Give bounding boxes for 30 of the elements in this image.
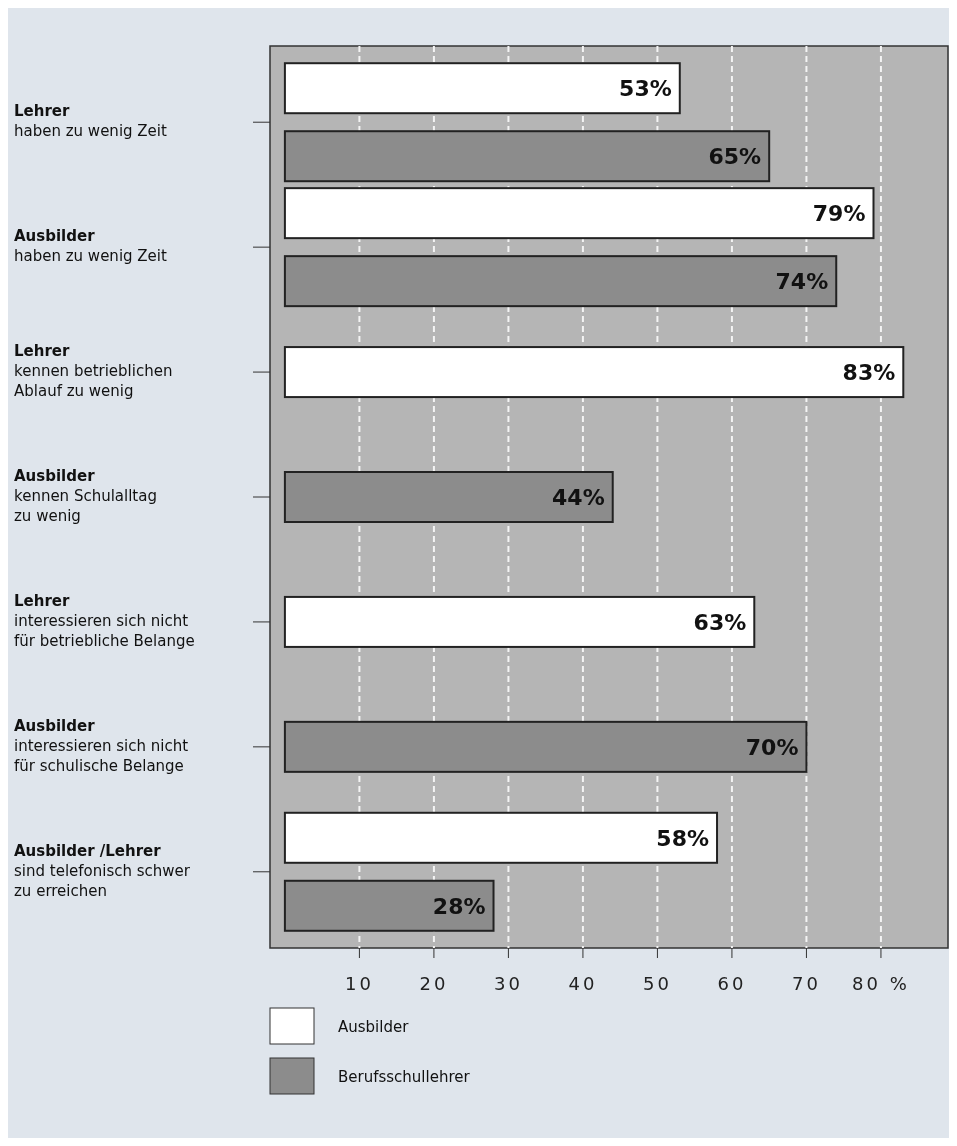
y-tick-label: Ausbilder kennen Schulalltag zu wenig (14, 467, 157, 525)
y-tick-label: Ausbilder haben zu wenig Zeit (14, 227, 167, 266)
x-tick-label: 30 (493, 973, 523, 994)
y-tick-label: Ausbilder interessieren sich nicht für schulische Belange (14, 716, 189, 775)
y-tick-label: Ausbilder /Lehrer sind telefonisch schwer zu erreichen (14, 841, 191, 900)
x-tick-label: 80 % (852, 973, 910, 994)
data-label: 65% (708, 144, 762, 170)
bar (283, 130, 771, 183)
y-tick-label: Lehrer interessieren sich nicht für betriebliche Belange (14, 591, 195, 650)
x-tick-label: 70 (791, 973, 821, 994)
x-tick-label: 40 (568, 973, 598, 994)
x-tick-label: 50 (642, 973, 672, 994)
x-tick-label: 10 (344, 973, 374, 994)
data-label: 79% (812, 201, 866, 227)
data-label: 28% (432, 893, 486, 919)
data-label: 74% (775, 269, 829, 295)
bar (283, 879, 495, 932)
data-label: 63% (693, 609, 747, 635)
data-label: 53% (619, 76, 672, 102)
data-label: 58% (656, 825, 710, 851)
legend-label: Berufsschullehrer (338, 1068, 471, 1086)
y-tick-label: Lehrer kennen betrieblichen Ablauf zu wenig (14, 342, 173, 401)
data-label: 70% (745, 734, 799, 760)
data-label: 83% (842, 360, 896, 386)
bar (283, 255, 838, 308)
x-tick-label: 20 (419, 973, 449, 994)
x-tick-label: 60 (717, 973, 747, 994)
y-tick-label: Lehrer haben zu wenig Zeit (14, 102, 167, 141)
data-label: 44% (552, 485, 605, 510)
legend-label: Ausbilder (338, 1018, 410, 1036)
